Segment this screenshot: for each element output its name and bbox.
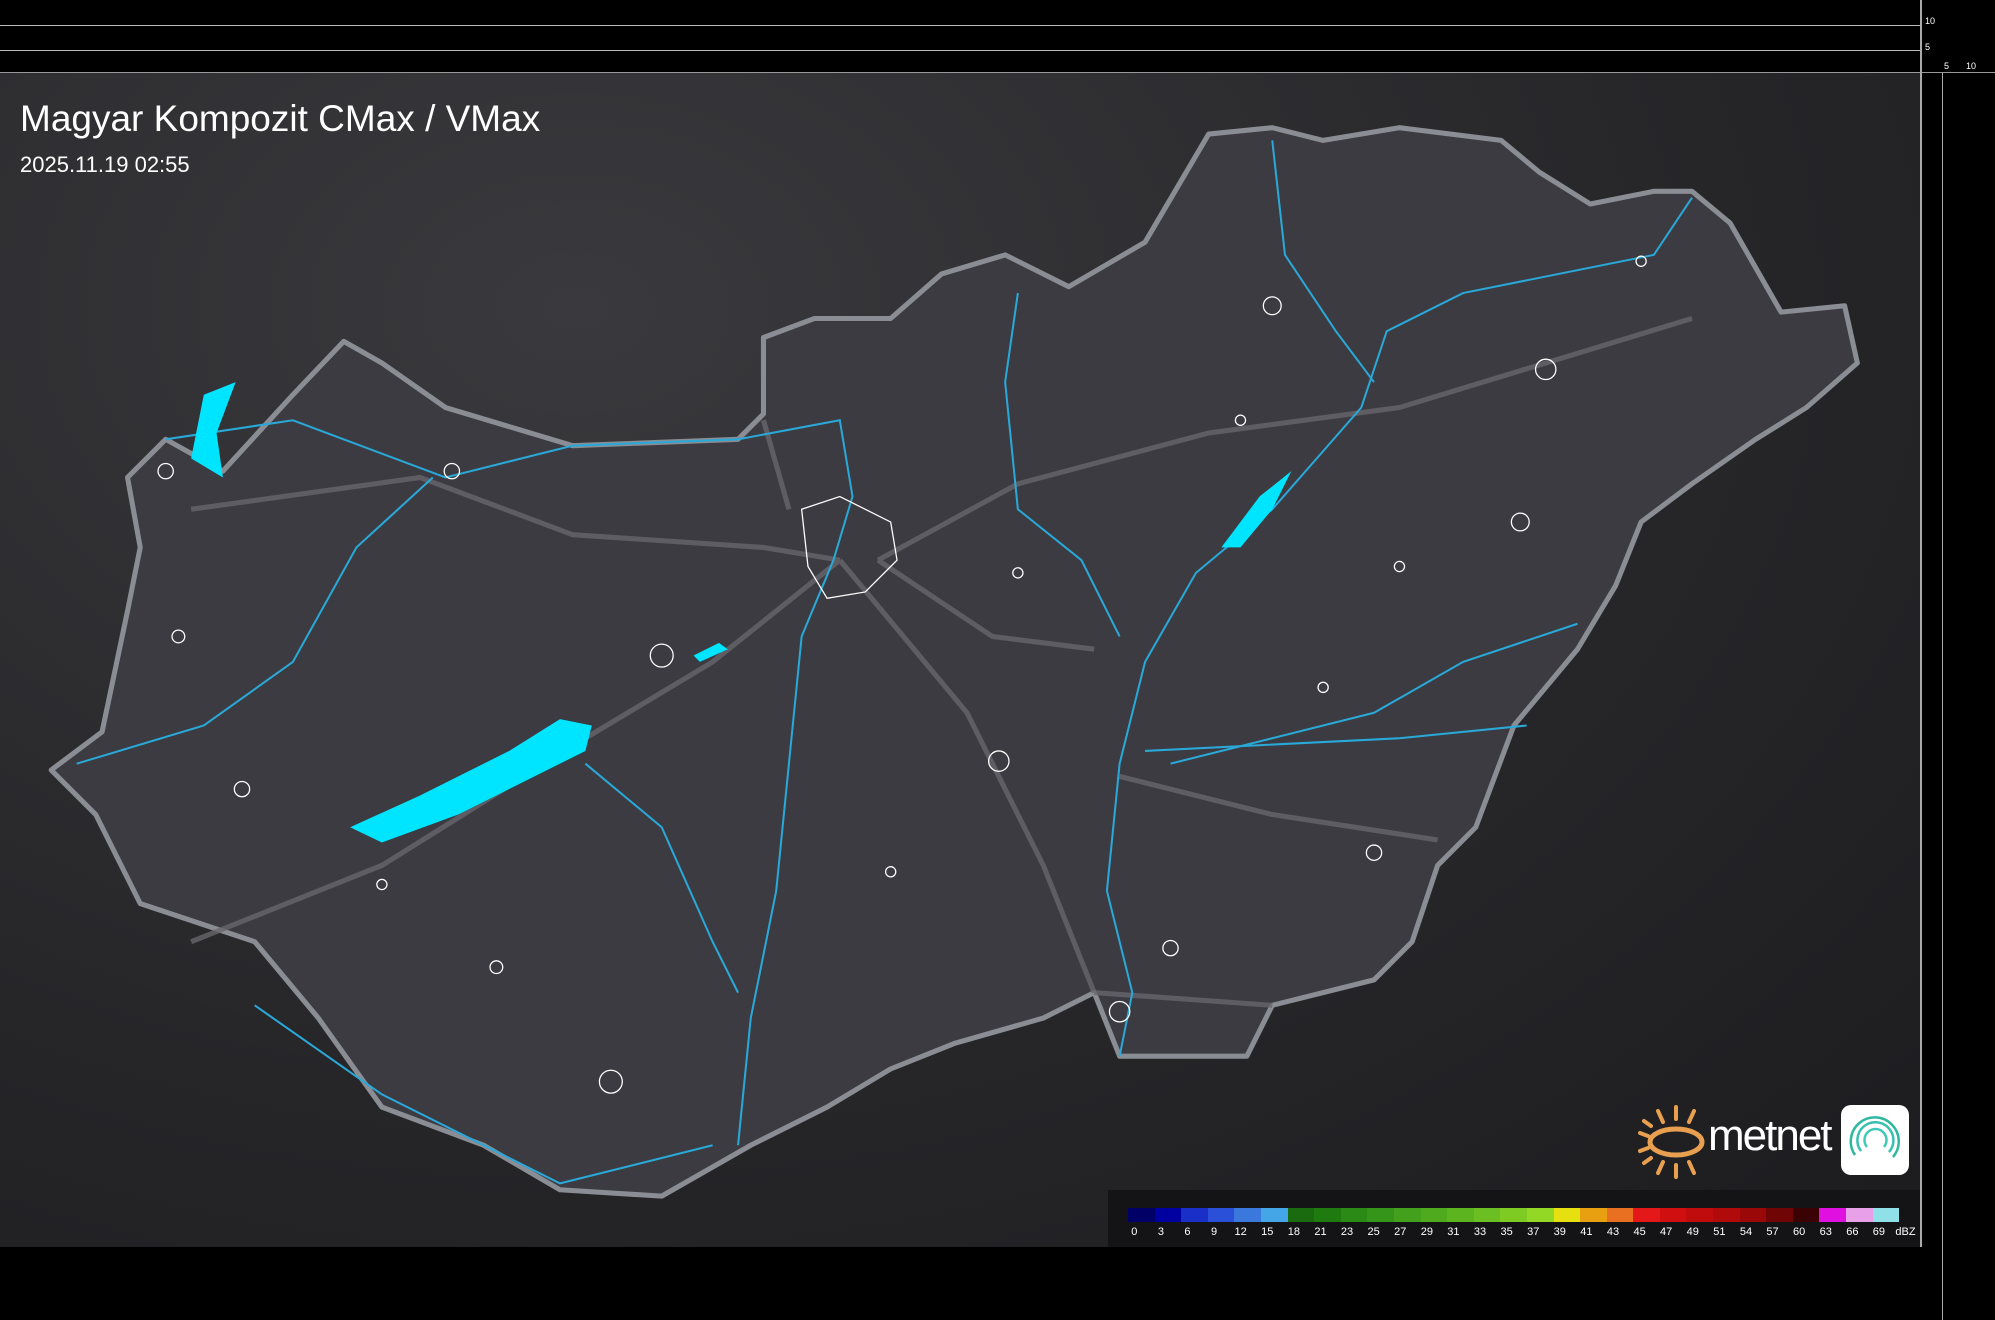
legend-label: 31 xyxy=(1447,1226,1460,1238)
legend-label: 47 xyxy=(1660,1226,1673,1238)
legend-label: 0 xyxy=(1131,1226,1138,1238)
tick-label: 10 xyxy=(1925,16,1936,26)
legend-swatch xyxy=(1739,1208,1767,1222)
legend-swatch xyxy=(1234,1208,1261,1222)
legend-label: 43 xyxy=(1606,1226,1620,1238)
river-danube xyxy=(165,419,854,1146)
river-zagyva xyxy=(1004,292,1121,637)
river-sajo xyxy=(1271,140,1375,383)
legend-swatch xyxy=(1154,1208,1182,1222)
sun-icon xyxy=(1638,1105,1705,1179)
legend-swatch xyxy=(1420,1208,1448,1222)
legend-label: 21 xyxy=(1314,1226,1327,1238)
legend-label: 12 xyxy=(1234,1226,1247,1238)
river-koros xyxy=(1170,622,1578,765)
river-drava xyxy=(254,1004,713,1185)
legend-swatch xyxy=(1766,1208,1793,1222)
legend-swatch xyxy=(1553,1208,1581,1222)
legend-label: 41 xyxy=(1580,1226,1593,1238)
radar-map[interactable]: Magyar Kompozit CMax / VMax 2025.11.19 0… xyxy=(0,73,1920,1247)
legend-swatch xyxy=(1606,1208,1634,1222)
right-scale-line xyxy=(1920,0,1922,1247)
legend-swatch xyxy=(1872,1208,1900,1222)
legend-swatch xyxy=(1393,1208,1421,1222)
legend-label: 35 xyxy=(1500,1226,1513,1238)
legend-swatch xyxy=(1287,1208,1315,1222)
scale-line-10 xyxy=(0,25,1920,26)
hungary-country xyxy=(48,125,1860,1199)
river-maros xyxy=(1145,724,1527,752)
legend-swatch xyxy=(1792,1208,1820,1222)
legend-label: 57 xyxy=(1766,1226,1779,1238)
legend-swatch xyxy=(1819,1208,1847,1222)
legend-labels: 0 3 6 9 12 15 18 21 23 25 27 29 31 33 35 37 39 41 43 45 47 49… xyxy=(1121,1226,1919,1238)
lakes xyxy=(191,382,1292,843)
lake-tisza xyxy=(1221,471,1292,548)
legend-label: 29 xyxy=(1420,1226,1433,1238)
map-title: Magyar Kompozit CMax / VMax xyxy=(20,98,541,139)
map-timestamp: 2025.11.19 02:55 xyxy=(20,152,190,177)
legend-swatch xyxy=(1367,1208,1394,1222)
lake-balaton xyxy=(350,719,592,843)
river-sio xyxy=(584,762,739,994)
legend-swatch xyxy=(1580,1208,1607,1222)
legend-label: 69 xyxy=(1872,1226,1886,1238)
legend-swatch xyxy=(1128,1208,1155,1222)
tick-label: 5 xyxy=(1944,61,1950,71)
right-scale-line-inner xyxy=(1942,73,1943,1320)
legend-label: 54 xyxy=(1739,1226,1753,1238)
logo-wordmark: metnet xyxy=(1708,1111,1833,1160)
legend-label: 39 xyxy=(1553,1226,1566,1238)
metnet-logo: metnet xyxy=(1636,1103,1911,1181)
legend-label: 45 xyxy=(1633,1226,1646,1238)
legend-label: 66 xyxy=(1846,1226,1859,1238)
legend-label: 33 xyxy=(1473,1226,1487,1238)
budapest-outline xyxy=(800,495,898,600)
top-scale-bar: 10 5 5 10 xyxy=(0,0,1995,73)
legend-swatch xyxy=(1181,1208,1208,1222)
legend-swatch xyxy=(1207,1208,1235,1222)
legend-label: 63 xyxy=(1819,1226,1832,1238)
legend-label: 18 xyxy=(1287,1226,1300,1238)
legend-swatch xyxy=(1713,1208,1740,1222)
legend-label: 23 xyxy=(1340,1226,1354,1238)
legend-swatches xyxy=(1128,1208,1900,1222)
legend-swatch xyxy=(1473,1208,1501,1222)
legend-label: 27 xyxy=(1394,1226,1407,1238)
legend-label: 3 xyxy=(1157,1226,1164,1238)
metnet-app-icon xyxy=(1841,1105,1909,1175)
hungary-map xyxy=(48,125,1860,1199)
river-raba xyxy=(76,476,434,765)
legend-label: 49 xyxy=(1686,1226,1699,1238)
legend-swatch xyxy=(1500,1208,1527,1222)
map-top-border xyxy=(0,72,1995,73)
legend-swatch xyxy=(1447,1208,1474,1222)
legend-swatch xyxy=(1526,1208,1554,1222)
legend-swatch xyxy=(1260,1208,1288,1222)
legend-swatch xyxy=(1340,1208,1368,1222)
legend-label: 9 xyxy=(1211,1226,1218,1238)
legend-swatch xyxy=(1633,1208,1660,1222)
legend-swatch xyxy=(1846,1208,1873,1222)
legend-swatch xyxy=(1659,1208,1687,1222)
roads xyxy=(190,316,1693,1008)
legend-label: 25 xyxy=(1367,1226,1380,1238)
legend-label: 15 xyxy=(1261,1226,1274,1238)
lake-neusiedl xyxy=(191,382,236,478)
dbz-color-legend: 0 3 6 9 12 15 18 21 23 25 27 29 31 33 35 37 39 41 43 45 47 49… xyxy=(1108,1190,1920,1247)
tick-label: 10 xyxy=(1966,61,1977,71)
legend-label: 37 xyxy=(1527,1226,1540,1238)
legend-swatch xyxy=(1314,1208,1341,1222)
tick-label: 5 xyxy=(1925,42,1931,52)
legend-label: 51 xyxy=(1713,1226,1726,1238)
settlements xyxy=(157,255,1647,1094)
legend-label: 6 xyxy=(1184,1226,1191,1238)
scale-line-5 xyxy=(0,50,1920,51)
legend-label: dBZ xyxy=(1895,1226,1916,1238)
lake-velence xyxy=(693,642,728,662)
legend-swatch xyxy=(1686,1208,1714,1222)
legend-label: 60 xyxy=(1793,1226,1806,1238)
